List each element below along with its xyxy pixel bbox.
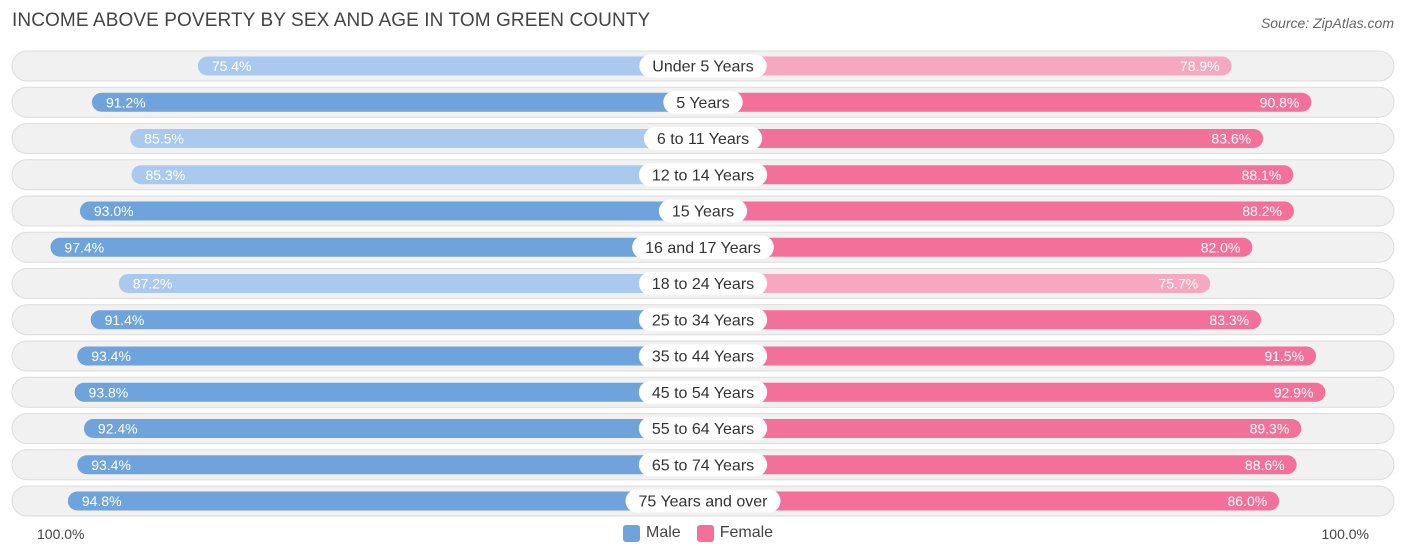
- value-label-male: 97.4%: [64, 239, 104, 255]
- category-label-pill: [638, 308, 768, 332]
- bar-male: [90, 310, 704, 330]
- value-label-female: 89.3%: [1250, 421, 1290, 437]
- value-label-male: 91.4%: [105, 312, 145, 328]
- category-label-pill: [663, 90, 743, 114]
- legend-label-male: Male: [646, 524, 681, 541]
- category-label: 55 to 64 Years: [652, 421, 754, 438]
- value-label-female: 78.9%: [1180, 58, 1220, 74]
- value-label-male: 93.8%: [89, 384, 129, 400]
- legend-swatch-female: [696, 524, 714, 542]
- value-label-male: 93.4%: [91, 348, 131, 364]
- bar-male: [77, 455, 704, 475]
- bar-male: [130, 129, 703, 148]
- value-label-female: 82.0%: [1201, 239, 1241, 255]
- value-label-male: 92.4%: [98, 421, 138, 437]
- bar-female: [703, 56, 1232, 76]
- value-label-male: 87.2%: [133, 276, 173, 292]
- category-label: 45 to 54 Years: [652, 385, 754, 402]
- bar-female: [703, 92, 1312, 112]
- category-label-pill: [638, 344, 768, 368]
- value-label-male: 85.5%: [144, 131, 184, 147]
- bar-female: [703, 419, 1302, 438]
- bar-female: [703, 382, 1326, 402]
- bar-female: [703, 165, 1294, 185]
- bar-female: [703, 274, 1211, 293]
- value-label-female: 86.0%: [1227, 493, 1267, 509]
- legend-swatch-male: [623, 524, 640, 542]
- category-label-pill: [658, 199, 748, 223]
- diverging-bar-chart: 75.4% 78.9% Under 5 Years 91.2% 90.8% 5 Years…: [11, 50, 1395, 517]
- category-label-pill: [638, 417, 768, 440]
- category-label: 5 Years: [676, 95, 729, 112]
- legend: Male Female: [623, 524, 789, 542]
- category-label: 6 to 11 Years: [657, 131, 749, 148]
- bar-female: [703, 346, 1317, 366]
- axis-left-label: 100.0%: [37, 526, 85, 542]
- value-label-female: 75.7%: [1158, 276, 1198, 292]
- legend-label-female: Female: [719, 524, 774, 541]
- category-label: 35 to 44 Years: [652, 349, 754, 366]
- category-label: Under 5 Years: [652, 59, 753, 76]
- category-label: 18 to 24 Years: [652, 276, 754, 293]
- value-label-female: 88.6%: [1245, 457, 1285, 473]
- legend-item-female: Female: [696, 524, 774, 542]
- category-label-pill: [643, 127, 763, 150]
- value-label-female: 88.2%: [1242, 203, 1282, 219]
- bar-female: [703, 455, 1297, 475]
- axis-right-label: 100.0%: [1321, 526, 1369, 542]
- value-label-female: 83.6%: [1211, 131, 1251, 147]
- category-label-pill: [638, 163, 768, 187]
- category-label-pill: [638, 380, 768, 404]
- value-label-male: 93.0%: [94, 203, 134, 219]
- bar-male: [197, 56, 703, 76]
- value-label-female: 83.3%: [1209, 312, 1249, 328]
- bar-female: [703, 201, 1294, 221]
- value-label-female: 92.9%: [1274, 384, 1314, 400]
- value-label-male: 75.4%: [212, 58, 252, 74]
- chart-title: INCOME ABOVE POVERTY BY SEX AND AGE IN T…: [12, 10, 651, 31]
- value-label-female: 88.1%: [1242, 167, 1282, 183]
- value-label-male: 94.8%: [82, 493, 122, 509]
- bar-male: [91, 92, 703, 112]
- category-label-pill: [625, 489, 781, 513]
- category-label-pill: [632, 235, 774, 259]
- value-label-female: 90.8%: [1260, 94, 1300, 110]
- category-label-pill: [639, 54, 767, 78]
- category-label: 15 Years: [672, 204, 734, 221]
- category-label-pill: [638, 453, 768, 477]
- bar-female: [703, 310, 1262, 330]
- bar-male: [83, 419, 704, 438]
- bar-male: [50, 237, 704, 257]
- bar-male: [79, 201, 703, 221]
- value-label-male: 85.3%: [145, 167, 185, 183]
- value-label-male: 93.4%: [91, 457, 131, 473]
- legend-item-male: Male: [623, 524, 681, 542]
- category-label: 25 to 34 Years: [652, 312, 754, 329]
- bar-female: [703, 129, 1264, 148]
- bar-male: [74, 382, 704, 402]
- source-credit: Source: ZipAtlas.com: [1260, 15, 1394, 31]
- bar-male: [67, 491, 704, 511]
- bar-female: [703, 237, 1253, 257]
- value-label-female: 91.5%: [1264, 348, 1304, 364]
- category-label: 75 Years and over: [639, 494, 769, 511]
- bar-male: [131, 165, 704, 185]
- bar-male: [77, 346, 704, 366]
- category-label: 16 and 17 Years: [645, 240, 761, 257]
- bar-female: [703, 491, 1280, 511]
- category-label-pill: [638, 272, 768, 295]
- bar-male: [118, 274, 703, 293]
- value-label-male: 91.2%: [106, 94, 146, 110]
- category-label: 65 to 74 Years: [652, 457, 754, 474]
- category-label: 12 to 14 Years: [652, 167, 754, 184]
